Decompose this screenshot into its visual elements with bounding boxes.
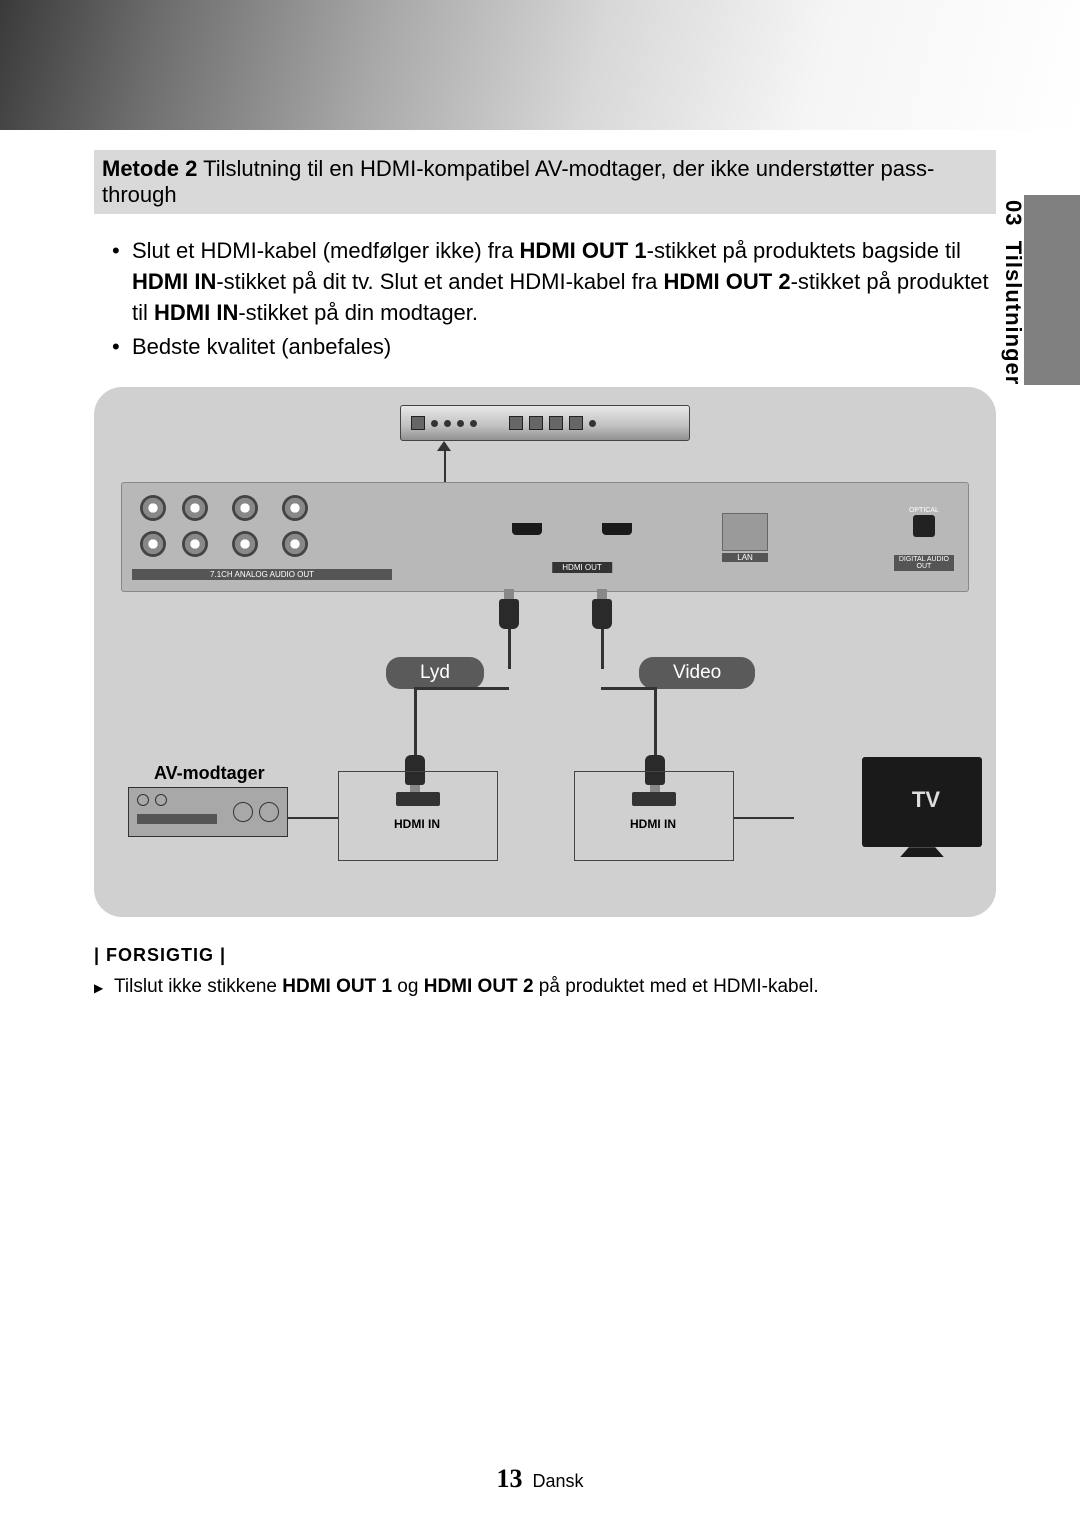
page-footer: 13 Dansk: [0, 1464, 1080, 1494]
page-language: Dansk: [532, 1471, 583, 1491]
side-label: 03 Tilslutninger: [1000, 200, 1026, 385]
hdmi-plug: [499, 599, 519, 629]
analog-audio-out: 7.1CH ANALOG AUDIO OUT: [132, 491, 392, 579]
hdmi-in-label-right: HDMI IN: [630, 817, 676, 831]
method-tag: Metode 2: [102, 156, 197, 181]
bullet-2: Bedste kvalitet (anbefales): [112, 332, 996, 363]
optical-port: OPTICAL DIGITAL AUDIO OUT: [900, 507, 948, 563]
remote-control: [400, 405, 690, 441]
av-receiver-label: AV-modtager: [154, 763, 265, 784]
lyd-label: Lyd: [386, 657, 484, 689]
side-tab: [1024, 195, 1080, 385]
connection-diagram: 7.1CH ANALOG AUDIO OUT HDMI OUT LAN OPTI…: [94, 387, 996, 917]
top-gradient: [0, 0, 1080, 130]
analog-audio-label: 7.1CH ANALOG AUDIO OUT: [132, 569, 392, 580]
hdmi-out-group: HDMI OUT: [492, 513, 672, 573]
optical-label: OPTICAL: [900, 507, 948, 514]
bullet-1: Slut et HDMI-kabel (medfølger ikke) fra …: [112, 236, 996, 328]
digital-audio-label: DIGITAL AUDIO OUT: [894, 555, 954, 571]
page-number: 13: [496, 1464, 522, 1493]
lan-port: [722, 513, 768, 551]
hdmi-out-label: HDMI OUT: [552, 562, 612, 573]
hdmi-plug: [592, 599, 612, 629]
chapter-title: Tilslutninger: [1001, 241, 1026, 386]
video-label: Video: [639, 657, 755, 689]
lan-label: LAN: [722, 553, 768, 562]
caution-heading: | FORSIGTIG |: [94, 945, 996, 966]
av-receiver: [128, 787, 288, 837]
device-back-panel: 7.1CH ANALOG AUDIO OUT HDMI OUT LAN OPTI…: [121, 482, 969, 592]
method-header: Metode 2 Tilslutning til en HDMI-kompati…: [94, 150, 996, 214]
caution-text: Tilslut ikke stikkene HDMI OUT 1 og HDMI…: [94, 976, 996, 998]
tv-label: TV: [912, 787, 940, 813]
hdmi-in-label-left: HDMI IN: [394, 817, 440, 831]
hdmi-in-box-left: [338, 771, 498, 861]
hdmi-in-box-right: [574, 771, 734, 861]
content: Metode 2 Tilslutning til en HDMI-kompati…: [0, 130, 1080, 998]
bullet-list: Slut et HDMI-kabel (medfølger ikke) fra …: [94, 236, 996, 363]
method-title: Tilslutning til en HDMI-kompatibel AV-mo…: [102, 156, 934, 207]
chapter-number: 03: [1001, 200, 1026, 226]
